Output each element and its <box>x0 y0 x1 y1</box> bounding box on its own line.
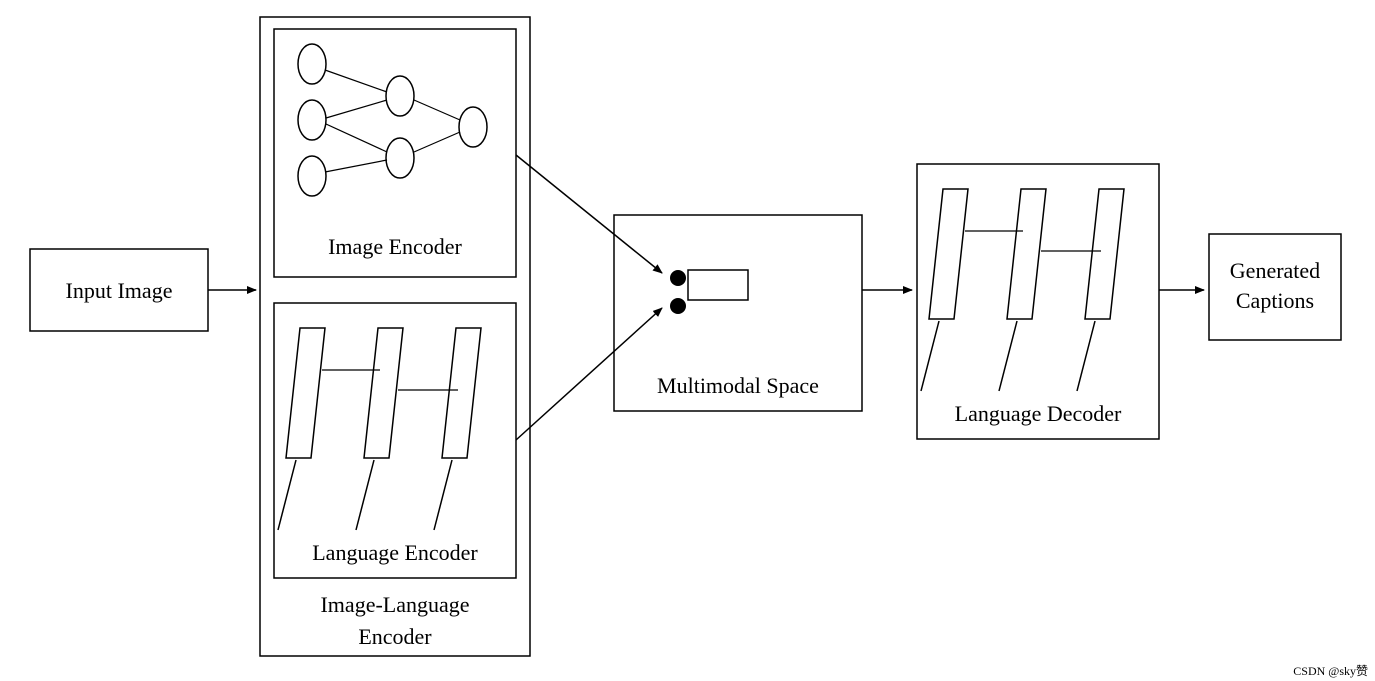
image-language-encoder-box: Image Encoder Language Encoder Imag <box>260 17 530 656</box>
watermark-text: CSDN @sky赞 <box>1293 664 1368 678</box>
nn-edge <box>414 100 460 120</box>
language-encoder-label: Language Encoder <box>312 540 478 565</box>
multimodal-label: Multimodal Space <box>657 373 819 398</box>
nn-node-icon <box>298 100 326 140</box>
nn-edge <box>326 100 387 118</box>
arrow-imgenc-to-multimodal <box>516 155 662 273</box>
decoder-bar-icon <box>999 189 1046 391</box>
feature-slot-icon <box>688 270 748 300</box>
language-decoder-label: Language Decoder <box>955 401 1122 426</box>
nn-edge <box>326 124 387 152</box>
encoder-bar-icon <box>434 328 481 530</box>
output-label-2: Captions <box>1236 288 1314 313</box>
architecture-diagram: Input Image Image Encoder <box>0 0 1375 681</box>
nn-node-icon <box>298 156 326 196</box>
nn-node-icon <box>386 76 414 116</box>
outer-encoder-label-2: Encoder <box>358 624 432 649</box>
multimodal-space-box: Multimodal Space <box>614 215 862 411</box>
arrow-langenc-to-multimodal <box>516 308 662 440</box>
nn-node-icon <box>459 107 487 147</box>
feature-dot-icon <box>670 298 686 314</box>
generated-captions-box: Generated Captions <box>1209 234 1341 340</box>
feature-dot-icon <box>670 270 686 286</box>
output-label-1: Generated <box>1230 258 1320 283</box>
language-decoder-box: Language Decoder <box>917 164 1159 439</box>
input-image-box: Input Image <box>30 249 208 331</box>
nn-node-icon <box>298 44 326 84</box>
decoder-bar-icon <box>921 189 968 391</box>
image-encoder-box: Image Encoder <box>274 29 516 277</box>
nn-edge <box>414 132 460 152</box>
outer-encoder-label-1: Image-Language <box>320 592 469 617</box>
encoder-bar-icon <box>356 328 403 530</box>
input-image-label: Input Image <box>66 278 173 303</box>
decoder-bar-icon <box>1077 189 1124 391</box>
nn-edge <box>325 70 387 92</box>
encoder-bar-icon <box>278 328 325 530</box>
nn-node-icon <box>386 138 414 178</box>
nn-edge <box>325 160 387 172</box>
language-encoder-box: Language Encoder <box>274 303 516 578</box>
image-encoder-label: Image Encoder <box>328 234 462 259</box>
